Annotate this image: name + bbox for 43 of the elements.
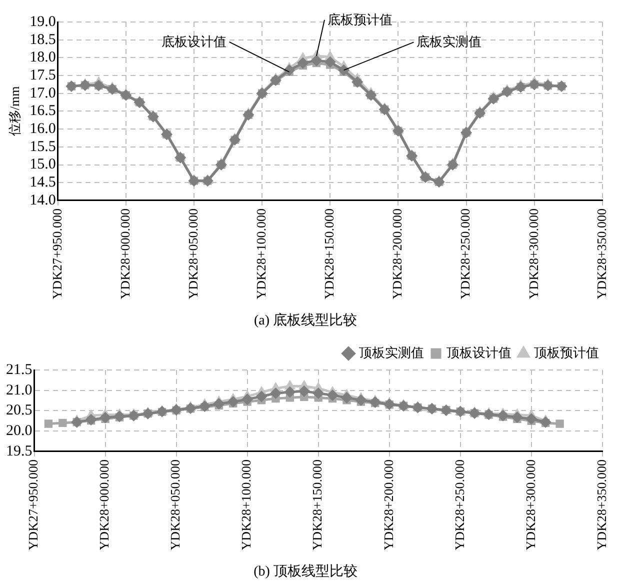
x-tick-label: YDK27+950.000 <box>26 459 41 550</box>
y-tick-label: 19.0 <box>30 14 56 30</box>
x-tick-label: YDK28+250.000 <box>458 208 473 300</box>
y-tick-label: 18.5 <box>30 32 56 48</box>
y-tick-label: 18.0 <box>30 50 56 66</box>
text: 底板预计值 <box>328 12 393 27</box>
text: 底板设计值 <box>161 34 226 49</box>
y-tick-label: 17.5 <box>30 67 56 84</box>
x-tick-label: YDK28+350.000 <box>594 459 609 550</box>
legend-label: 顶板预计值 <box>534 344 599 360</box>
x-tick-label: YDK27+950.000 <box>49 208 64 300</box>
x-tick-label: YDK28+050.000 <box>168 459 183 550</box>
y-tick-label: 19.5 <box>6 443 32 460</box>
y-tick-label: 21.0 <box>6 382 32 398</box>
y-tick-label: 17.0 <box>30 85 56 102</box>
x-tick-label: YDK28+200.000 <box>390 208 405 300</box>
x-tick-label: YDK28+300.000 <box>522 459 538 550</box>
y-tick-label: 15.5 <box>30 138 56 155</box>
y-tick-label: 15.0 <box>30 156 56 173</box>
x-tick-label: YDK28+100.000 <box>253 208 268 300</box>
x-tick-label: YDK28+150.000 <box>310 459 325 550</box>
x-tick-label: YDK28+250.000 <box>452 459 467 550</box>
y-tick-label: 16.0 <box>30 121 56 138</box>
x-tick-label: YDK28+200.000 <box>380 459 396 550</box>
text: (b) 顶板线型比较 <box>254 563 358 580</box>
x-tick-label: YDK28+000.000 <box>96 459 112 550</box>
x-tick-label: YDK28+350.000 <box>594 208 609 300</box>
x-tick-label: YDK28+300.000 <box>526 208 541 300</box>
text: 底板实测值 <box>416 34 482 50</box>
y-tick-label: 14.0 <box>30 192 56 208</box>
y-tick-label: 20.0 <box>6 423 32 440</box>
x-tick-label: YDK28+100.000 <box>238 459 254 550</box>
legend-label: 顶板设计值 <box>446 344 512 360</box>
y-tick-label: 20.5 <box>6 402 32 419</box>
y-tick-label: 14.5 <box>30 174 56 191</box>
y-tick-label: 16.5 <box>30 103 56 120</box>
y-tick-label: 21.5 <box>6 362 32 378</box>
y-axis-title: 位移/mm <box>7 86 22 136</box>
x-tick-label: YDK28+050.000 <box>185 208 200 300</box>
legend-label: 顶板实测值 <box>359 344 424 360</box>
x-tick-label: YDK28+150.000 <box>322 208 337 300</box>
x-tick-label: YDK28+000.000 <box>117 208 132 300</box>
text: (a) 底板线型比较 <box>254 312 358 328</box>
